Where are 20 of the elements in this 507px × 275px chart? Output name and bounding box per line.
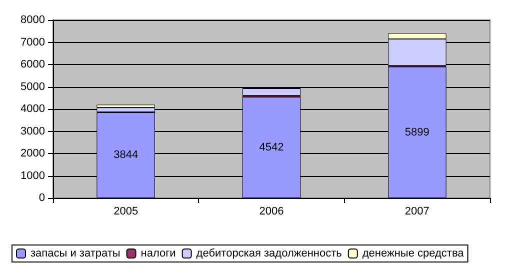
legend-label: налоги	[140, 248, 176, 260]
y-tick-label: 7000	[20, 36, 45, 48]
y-tick-label: 3000	[20, 125, 45, 138]
legend-label: денежные средства	[362, 248, 465, 260]
y-tick-label: 8000	[20, 14, 45, 26]
y-tick-label: 1000	[20, 170, 45, 182]
y-tick-label: 0	[38, 192, 45, 204]
legend-label: дебиторская задолженность	[196, 248, 342, 260]
x-tick-label: 2005	[114, 206, 138, 218]
data-label: 3844	[114, 149, 138, 162]
x-tick-label: 2006	[259, 206, 284, 218]
y-tick-label: 5000	[20, 80, 45, 93]
x-tick-label: 2007	[404, 206, 430, 218]
y-tick-label: 4000	[20, 103, 45, 115]
legend-label: запасы и затраты	[30, 248, 120, 260]
data-label: 4542	[259, 141, 284, 154]
bar	[96, 104, 155, 108]
y-tick-label: 6000	[20, 58, 45, 70]
y-tick-label: 2000	[20, 148, 45, 160]
data-label: 5899	[404, 126, 430, 138]
